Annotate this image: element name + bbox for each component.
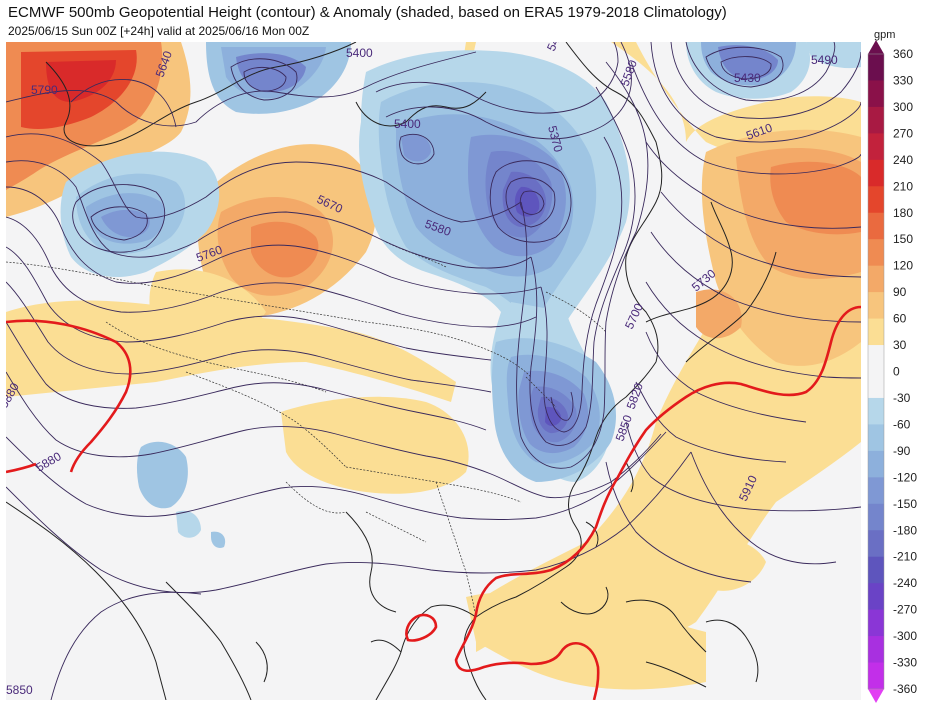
colorbar-bin <box>868 265 884 293</box>
colorbar-bin <box>868 212 884 240</box>
anomaly-shading <box>6 42 861 690</box>
colorbar-tick-label: 150 <box>893 232 913 246</box>
colorbar-tick-label: 360 <box>893 47 913 61</box>
colorbar-tick-label: 210 <box>893 179 913 193</box>
colorbar-outline <box>867 53 885 690</box>
colorbar-tick-label: -330 <box>893 656 917 670</box>
colorbar-min-arrow <box>868 689 884 703</box>
colorbar-tick-label: -120 <box>893 470 917 484</box>
map-title: ECMWF 500mb Geopotential Height (contour… <box>8 4 727 21</box>
contour-label: 5430 <box>734 71 761 85</box>
colorbar-bin <box>868 186 884 214</box>
colorbar-bin <box>868 106 884 134</box>
colorbar-tick-label: 240 <box>893 153 913 167</box>
colorbar-bin <box>868 530 884 558</box>
colorbar-tick-label: 60 <box>893 312 907 326</box>
colorbar-tick-labels: 3603303002702402101801501209060300-30-60… <box>893 47 917 696</box>
colorbar-bin <box>868 292 884 320</box>
colorbar-tick-label: -300 <box>893 629 917 643</box>
colorbar-tick-label: -90 <box>893 444 911 458</box>
colorbar-bin <box>868 636 884 664</box>
colorbar-tick-label: 180 <box>893 206 913 220</box>
colorbar-tick-label: -30 <box>893 391 911 405</box>
colorbar-bin <box>868 556 884 584</box>
contour-label: 5850 <box>6 683 33 697</box>
colorbar-bin <box>868 371 884 399</box>
contour-label: 5490 <box>544 42 568 53</box>
colorbar-bins <box>867 40 885 703</box>
colorbar-tick-label: 330 <box>893 73 913 87</box>
colorbar-tick-label: -210 <box>893 550 917 564</box>
contour-label: 5400 <box>346 46 373 60</box>
contour-label: 5370 <box>545 124 566 154</box>
colorbar-bin <box>868 397 884 425</box>
colorbar-tick-label: -150 <box>893 497 917 511</box>
colorbar-bin <box>868 239 884 267</box>
map-subtitle: 2025/06/15 Sun 00Z [+24h] valid at 2025/… <box>8 24 310 38</box>
map-panel: 5640 5790 5400 5490 5580 5430 5490 5400 … <box>6 42 861 700</box>
colorbar-tick-label: -180 <box>893 523 917 537</box>
contour-5880-ridge <box>6 305 861 700</box>
colorbar-unit: gpm <box>874 30 895 41</box>
colorbar-bin <box>868 54 884 81</box>
colorbar-bin <box>868 503 884 531</box>
colorbar-tick-label: 90 <box>893 285 907 299</box>
colorbar-max-arrow <box>868 40 884 54</box>
contour-label: 5400 <box>394 117 421 131</box>
contour-label: 5490 <box>811 53 838 67</box>
colorbar-tick-label: -240 <box>893 576 917 590</box>
colorbar-bin <box>868 477 884 505</box>
colorbar-tick-label: -60 <box>893 417 911 431</box>
colorbar-bin <box>868 609 884 637</box>
colorbar: gpm 3603303002702402101801501209060300-3… <box>867 30 917 703</box>
colorbar-bin <box>868 424 884 452</box>
colorbar-bin <box>868 345 884 372</box>
colorbar-bin <box>868 133 884 161</box>
colorbar-tick-label: 0 <box>893 365 900 379</box>
colorbar-bin <box>868 450 884 478</box>
colorbar-bin <box>868 662 884 690</box>
colorbar-tick-label: 300 <box>893 100 913 114</box>
colorbar-tick-label: 270 <box>893 126 913 140</box>
colorbar-tick-label: -270 <box>893 603 917 617</box>
contour-label: 5790 <box>31 83 58 97</box>
colorbar-tick-label: 30 <box>893 338 907 352</box>
colorbar-bin <box>868 159 884 187</box>
colorbar-tick-label: 120 <box>893 259 913 273</box>
colorbar-bin <box>868 583 884 611</box>
colorbar-tick-label: -360 <box>893 682 917 696</box>
country-borders <box>6 241 607 618</box>
colorbar-bin <box>868 318 884 346</box>
colorbar-bin <box>868 80 884 108</box>
